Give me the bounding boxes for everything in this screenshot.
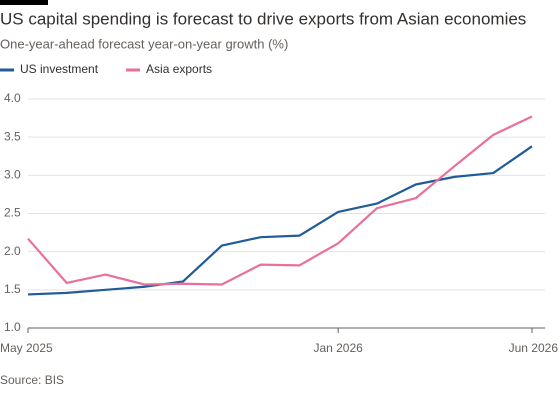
series-line — [27, 115, 533, 286]
y-tick-label: 4.0 — [4, 91, 21, 105]
chart-subtitle: One-year-ahead forecast year-on-year gro… — [0, 36, 288, 51]
y-tick-label: 1.0 — [4, 320, 21, 334]
y-tick-label: 2.5 — [4, 206, 21, 220]
x-tick-label: Jan 2026 — [313, 341, 363, 355]
y-tick-label: 2.0 — [4, 244, 21, 258]
y-tick-label: 3.5 — [4, 129, 21, 143]
y-tick-label: 1.5 — [4, 282, 21, 296]
brand-bar — [0, 0, 48, 5]
x-tick-label: May 2025 — [0, 341, 53, 355]
legend-label: Asia exports — [146, 62, 212, 76]
y-tick-label: 3.0 — [4, 168, 21, 182]
x-tick-label: Jun 2026 — [509, 341, 559, 355]
chart-title: US capital spending is forecast to drive… — [0, 9, 526, 28]
legend-label: US investment — [20, 62, 99, 76]
series-line — [27, 145, 533, 296]
source: Source: BIS — [0, 373, 64, 387]
